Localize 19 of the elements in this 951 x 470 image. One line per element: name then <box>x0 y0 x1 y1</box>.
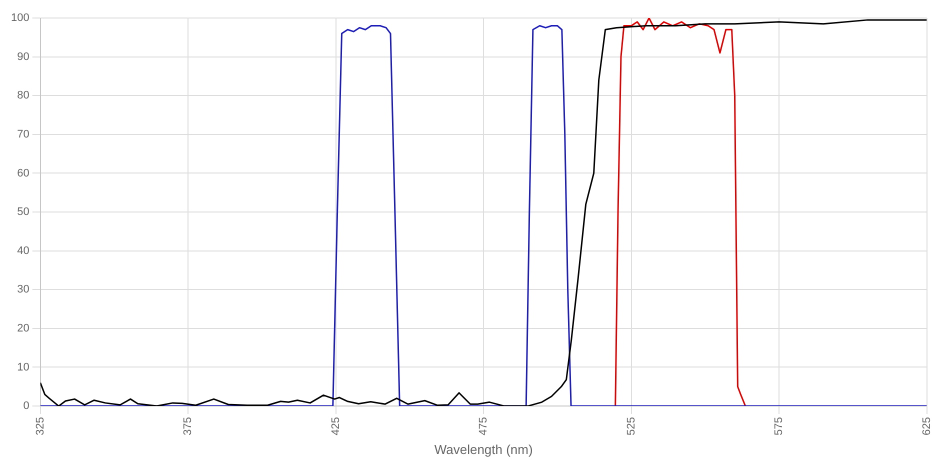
y-tick-label: 50 <box>17 206 30 218</box>
x-tick-label: 625 <box>920 417 933 436</box>
y-tick-label: 70 <box>17 128 30 140</box>
x-axis-title: Wavelength (nm) <box>434 442 533 457</box>
x-tick-label: 425 <box>330 417 342 436</box>
y-tick-label: 40 <box>17 244 30 257</box>
x-tick-label: 475 <box>478 417 490 436</box>
y-tick-label: 20 <box>17 322 30 334</box>
y-tick-label: 30 <box>17 284 30 296</box>
y-tick-label: 60 <box>17 167 30 180</box>
y-tick-label: 0 <box>23 400 30 412</box>
y-tick-label: 80 <box>17 90 30 102</box>
x-tick-label: 575 <box>773 417 786 436</box>
x-tick-label: 375 <box>182 417 194 436</box>
y-tick-label: 10 <box>17 361 30 374</box>
y-tick-label: 90 <box>17 50 30 63</box>
y-tick-label: 100 <box>10 12 30 24</box>
x-tick-label: 325 <box>34 417 46 436</box>
x-tick-label: 525 <box>625 417 638 436</box>
